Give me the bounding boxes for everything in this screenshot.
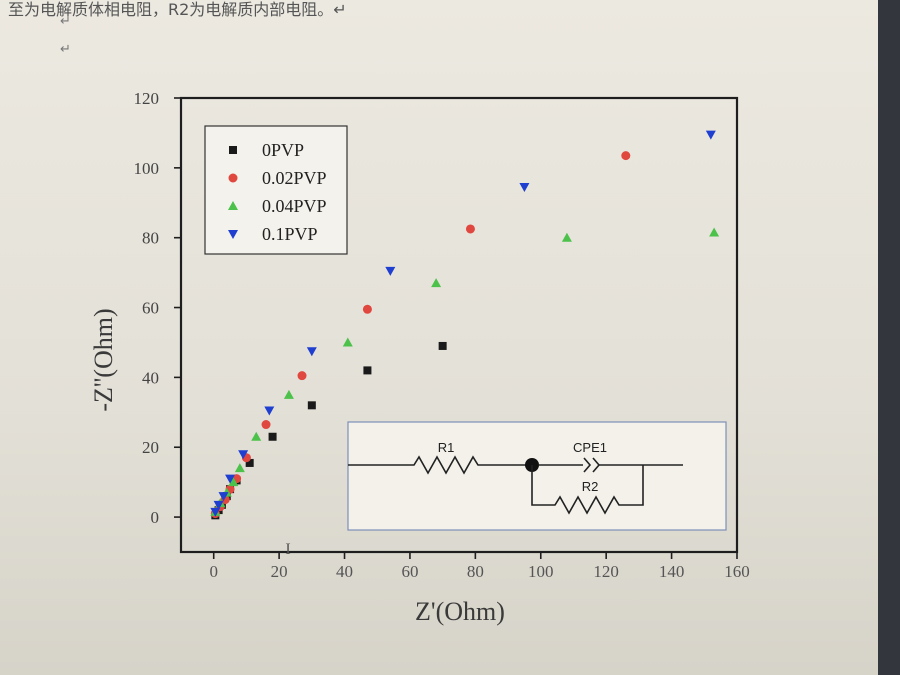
monitor-bezel <box>878 0 900 675</box>
x-tick-label: 140 <box>659 562 685 581</box>
legend-marker <box>228 173 238 183</box>
y-tick-label: 80 <box>142 229 159 248</box>
data-point <box>385 266 396 276</box>
data-point <box>621 151 631 161</box>
data-point <box>342 337 353 347</box>
paragraph-mark: ↵ <box>60 14 71 29</box>
document-text-line: 至为电解质体相电阻，R2为电解质内部电阻。↵ <box>8 0 347 19</box>
data-point <box>234 463 245 473</box>
legend-entry-label: 0PVP <box>262 140 304 160</box>
data-point <box>705 130 716 140</box>
data-point <box>268 432 277 441</box>
x-tick-label: 80 <box>467 562 484 581</box>
data-point <box>228 477 239 487</box>
data-point <box>251 431 262 441</box>
legend-marker <box>228 230 238 239</box>
x-axis-label: Z'(Ohm) <box>415 597 505 626</box>
data-point <box>561 232 572 242</box>
data-point <box>245 458 254 467</box>
y-axis: 0 20 40 60 80 100 120 <box>134 89 181 527</box>
x-tick-label: 100 <box>528 562 554 581</box>
data-point <box>362 304 372 314</box>
data-point <box>363 366 372 375</box>
data-point <box>297 371 307 381</box>
data-point <box>519 183 530 193</box>
r2-resistor-icon <box>531 465 644 515</box>
y-tick-label: 60 <box>142 299 159 318</box>
data-points <box>210 130 720 520</box>
legend-entry-label: 0.04PVP <box>262 196 327 216</box>
r1-label: R1 <box>438 440 455 455</box>
legend-box <box>204 125 348 255</box>
cpe-element-icon <box>583 457 592 473</box>
cpe1-label: CPE1 <box>573 440 607 455</box>
data-point <box>264 406 275 416</box>
x-tick-label: 0 <box>209 562 218 581</box>
y-tick-label: 0 <box>151 508 160 527</box>
data-point <box>431 278 442 288</box>
data-point <box>213 500 224 510</box>
stray-cursor-mark: I <box>285 541 290 558</box>
legend-entry-label: 0.02PVP <box>262 168 327 188</box>
legend-marker <box>229 146 237 154</box>
y-tick-label: 20 <box>142 438 159 457</box>
x-axis: 0 20 40 60 80 100 120 140 160 <box>209 552 750 581</box>
x-tick-label: 40 <box>336 562 353 581</box>
document-page: 至为电解质体相电阻，R2为电解质内部电阻。↵ ↵ ↵ <box>0 0 880 675</box>
r1-resistor-icon <box>348 455 532 475</box>
data-point <box>709 227 720 237</box>
legend-marker <box>228 201 238 210</box>
x-tick-label: 120 <box>593 562 619 581</box>
paragraph-mark: ↵ <box>60 42 71 57</box>
y-axis-label: -Z''(Ohm) <box>89 308 118 411</box>
legend: 0PVP 0.02PVP 0.04PVP 0.1PVP <box>204 125 348 255</box>
data-point <box>438 341 447 350</box>
plot-border <box>179 96 739 554</box>
r2-label: R2 <box>582 479 599 494</box>
data-point <box>238 450 249 460</box>
plot-frame <box>179 96 739 554</box>
x-tick-label: 20 <box>271 562 288 581</box>
data-point <box>306 347 317 357</box>
y-tick-label: 40 <box>142 368 159 387</box>
equivalent-circuit-inset: R1 CPE1 R2 <box>347 421 727 531</box>
data-point <box>218 492 229 502</box>
data-point <box>283 389 294 399</box>
data-point <box>465 224 475 234</box>
circuit-box <box>347 421 727 531</box>
data-point <box>261 420 271 430</box>
x-tick-label: 160 <box>724 562 750 581</box>
data-point <box>225 474 236 484</box>
data-point <box>307 401 316 410</box>
x-tick-label: 60 <box>401 562 418 581</box>
data-point <box>210 507 221 517</box>
y-tick-label: 120 <box>134 89 160 108</box>
legend-entry-label: 0.1PVP <box>262 224 318 244</box>
y-tick-label: 100 <box>134 159 160 178</box>
